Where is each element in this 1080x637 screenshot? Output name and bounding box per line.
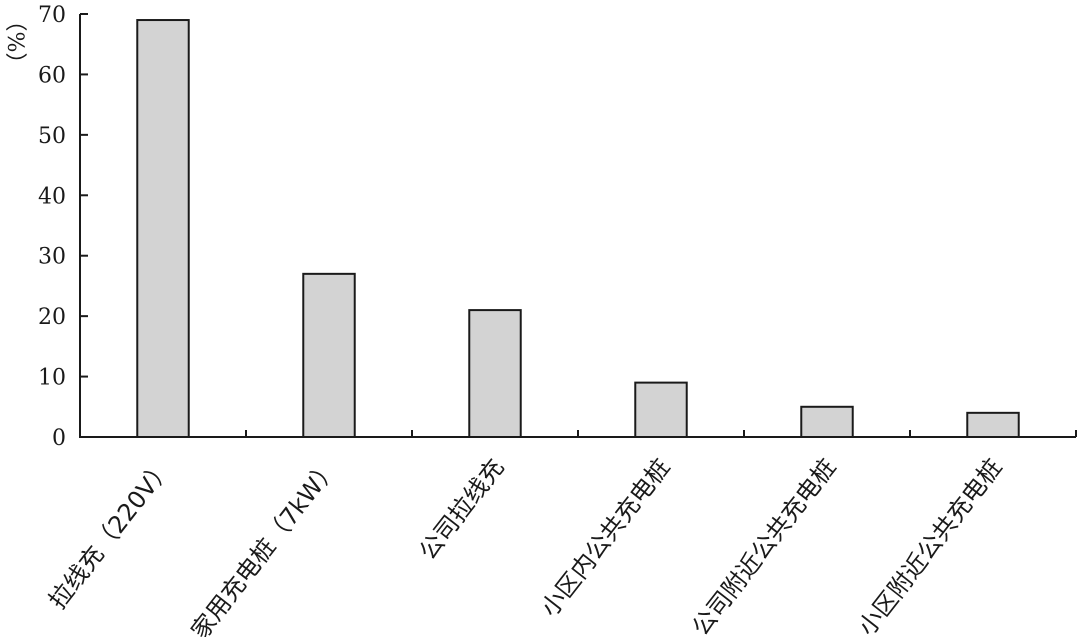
x-category-label: 家用充电桩（7kW） — [186, 453, 344, 637]
x-axis-ticks — [245, 430, 1077, 437]
y-tick-label: 10 — [38, 366, 66, 391]
x-category-label: 公司附近公共充电桩 — [687, 453, 842, 637]
bar — [468, 309, 522, 439]
category-labels: 拉线充（220V） 家用充电桩（7kW） 公司拉线充 小区内公共充电桩 公司附近公共充电… — [43, 453, 1007, 637]
x-category-label: 小区内公共充电桩 — [535, 453, 675, 622]
y-axis-label: （%） — [2, 10, 27, 75]
x-category-label: 公司拉线充 — [414, 453, 510, 565]
y-tick-label: 20 — [38, 305, 66, 330]
y-tick-label: 50 — [38, 124, 66, 149]
y-axis-ticks: 0 10 20 30 40 50 60 70 — [38, 3, 88, 451]
bar — [966, 411, 1020, 439]
bar — [800, 405, 854, 438]
y-tick-label: 60 — [38, 63, 66, 88]
y-tick-label: 0 — [52, 426, 66, 451]
y-tick-label: 30 — [38, 245, 66, 270]
x-category-label: 小区附近公共充电桩 — [853, 453, 1008, 637]
y-tick-label: 40 — [38, 184, 66, 209]
bar — [634, 381, 688, 439]
bars — [136, 19, 1020, 439]
bar — [302, 272, 356, 439]
y-tick-label: 70 — [38, 3, 66, 28]
bar — [136, 19, 190, 439]
x-category-label: 拉线充（220V） — [43, 453, 177, 614]
